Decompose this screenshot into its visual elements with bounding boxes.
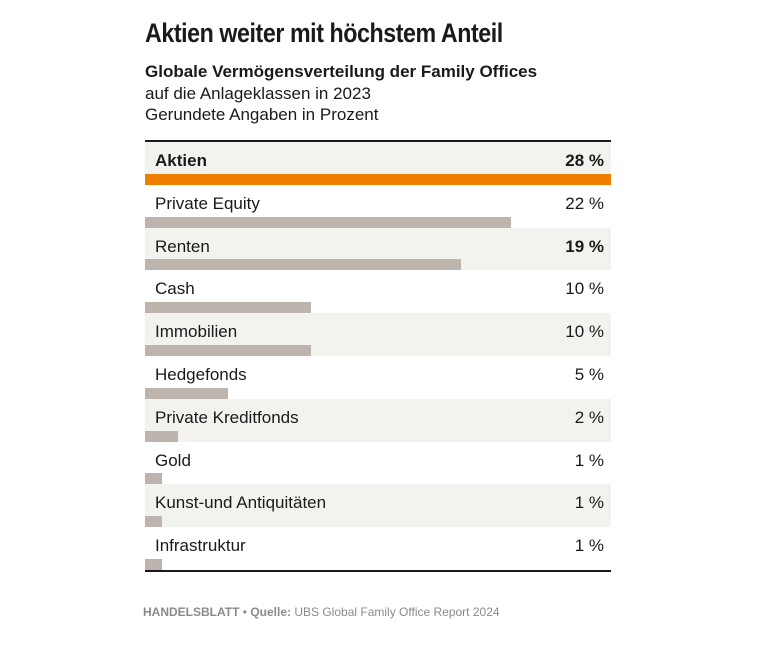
footer-separator: • [239,605,251,619]
chart-unit-note: Gerundete Angaben in Prozent [145,105,379,124]
category-label: Kunst-und Antiquitäten [155,493,327,513]
value-label: 28 % [565,151,604,170]
chart-title: Aktien weiter mit höchstem Anteil [145,18,503,48]
bar-row: Immobilien 10 % [145,313,611,356]
category-label: Immobilien [155,322,238,342]
category-label: Aktien [155,151,207,170]
bar [145,302,312,314]
category-label: Hedgefonds [155,364,247,384]
bar [145,430,179,442]
bar [145,173,611,185]
bar [145,216,512,228]
bar-row: Infrastruktur 1 % [145,527,611,570]
value-label: 1 % [574,450,604,470]
chart-subtitle-line2: auf die Anlageklassen in 2023 [145,84,371,103]
bar-row: Kunst-und Antiquitäten 1 % [145,484,611,528]
value-label: 1 % [574,536,604,556]
publisher-name: HANDELSBLATT [143,605,240,619]
value-label: 10 % [565,279,604,299]
chart-bottom-rule [145,569,611,572]
bar-row: Gold 1 % [145,442,611,485]
chart-subtitle: Globale Vermögensverteilung der Family O… [145,62,538,81]
bar-chart: Aktien 28 % Private Equity 22 % Renten 19 % Ca… [145,140,611,572]
category-label: Cash [155,279,195,299]
category-label: Infrastruktur [155,536,246,556]
source-label: Quelle: [250,605,291,619]
bar [145,558,162,570]
bar [145,473,162,485]
chart-rows: Aktien 28 % Private Equity 22 % Renten 19 % Ca… [145,142,611,570]
bar [145,259,462,271]
bar-row: Aktien 28 % [145,142,611,185]
chart-top-rule [145,140,611,142]
value-label: 22 % [565,193,604,213]
value-label: 5 % [574,364,604,384]
value-label: 10 % [565,322,604,342]
value-label: 2 % [574,407,604,427]
bar-row: Renten 19 % [145,227,611,271]
bar-row: Private Kreditfonds 2 % [145,398,611,442]
bar-row: Hedgefonds 5 % [145,356,611,399]
bar-row: Cash 10 % [145,270,611,314]
source-text: UBS Global Family Office Report 2024 [291,605,500,619]
bar-row: Private Equity 22 % [145,185,611,228]
category-label: Gold [155,450,191,470]
value-label: 19 % [565,236,604,256]
bar [145,516,162,528]
category-label: Renten [155,236,210,256]
source-footer: HANDELSBLATT • Quelle: UBS Global Family… [143,605,500,619]
bar [145,344,312,356]
value-label: 1 % [574,493,604,513]
category-label: Private Equity [155,193,260,213]
bar [145,387,229,399]
category-label: Private Kreditfonds [155,407,299,427]
